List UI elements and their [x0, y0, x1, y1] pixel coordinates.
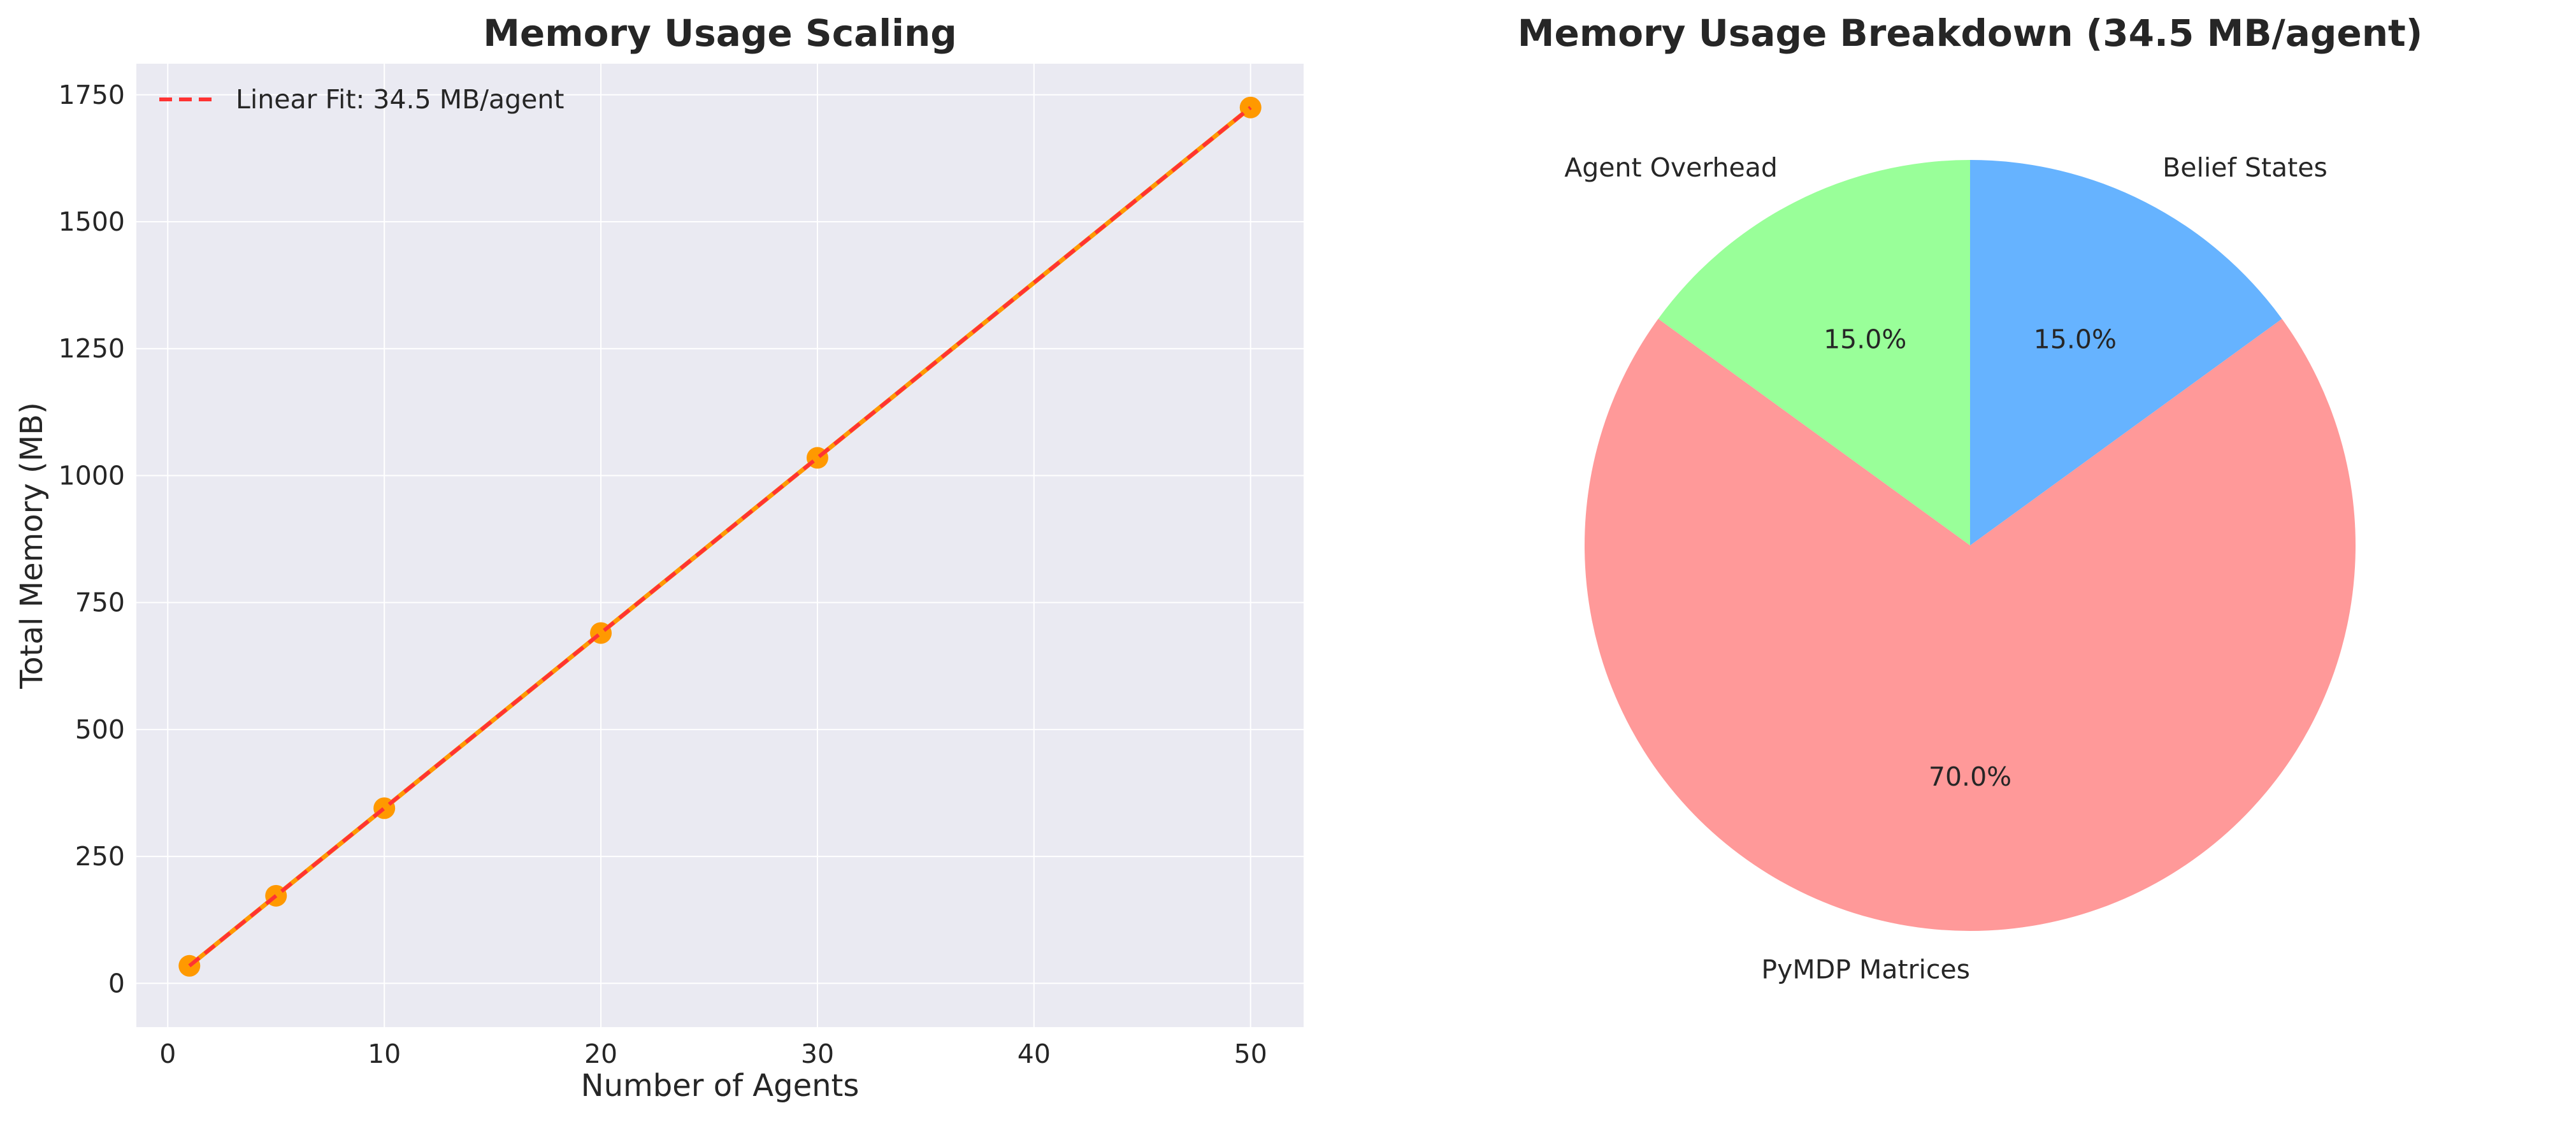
pie-category-label: Agent Overhead [1564, 152, 1778, 183]
pie-slice-1 [1584, 319, 2356, 932]
y-axis-label: Total Memory (MB) [14, 402, 50, 689]
pie-chart-title: Memory Usage Breakdown (34.5 MB/agent) [1518, 11, 2422, 55]
x-tick-label: 20 [584, 1039, 617, 1069]
pie-slice-2 [1970, 159, 2282, 545]
x-tick-label: 50 [1234, 1039, 1267, 1069]
series-group [178, 96, 1262, 977]
pie-labels: 15.0% Agent Overhead 70.0% PyMDP Matrices 15… [1564, 152, 2328, 984]
x-tick-label: 0 [159, 1039, 176, 1069]
pie-category-label: PyMDP Matrices [1761, 955, 1970, 985]
line-chart-title: Memory Usage Scaling [483, 11, 957, 55]
linear-fit-line [188, 106, 1252, 968]
x-axis-label: Number of Agents [581, 1068, 860, 1104]
pie-slices [1584, 159, 2356, 932]
x-tick-label: 40 [1018, 1039, 1051, 1069]
pie-chart: Memory Usage Breakdown (34.5 MB/agent) 1… [1518, 11, 2422, 985]
y-tick-label: 500 [75, 714, 125, 745]
pie-slice-0 [1658, 160, 1970, 545]
x-tick-labels: 0 10 20 30 40 50 [159, 1039, 1267, 1069]
grid-lines [136, 64, 1304, 1027]
y-tick-label: 1000 [59, 460, 125, 491]
y-tick-label: 1750 [59, 80, 125, 110]
x-tick-label: 10 [368, 1039, 401, 1069]
y-tick-label: 750 [75, 587, 125, 618]
y-tick-label: 250 [75, 841, 125, 872]
x-tick-label: 30 [801, 1039, 834, 1069]
y-tick-label: 1250 [59, 333, 125, 364]
pie-percent-label: 70.0% [1929, 761, 2011, 792]
y-tick-label: 0 [108, 968, 125, 998]
pie-category-label: Belief States [2162, 152, 2328, 183]
y-tick-labels: 0 250 500 750 1000 1250 1500 1750 [59, 80, 125, 998]
y-tick-label: 1500 [59, 206, 125, 237]
legend: Linear Fit: 34.5 MB/agent [159, 84, 564, 115]
line-chart: Memory Usage Scaling 0 10 20 30 40 50 0 250 500… [14, 11, 1304, 1104]
data-point [1239, 96, 1262, 119]
legend-label: Linear Fit: 34.5 MB/agent [236, 84, 564, 115]
pie-percent-label: 15.0% [1824, 324, 1906, 355]
pie-percent-label: 15.0% [2034, 324, 2117, 355]
